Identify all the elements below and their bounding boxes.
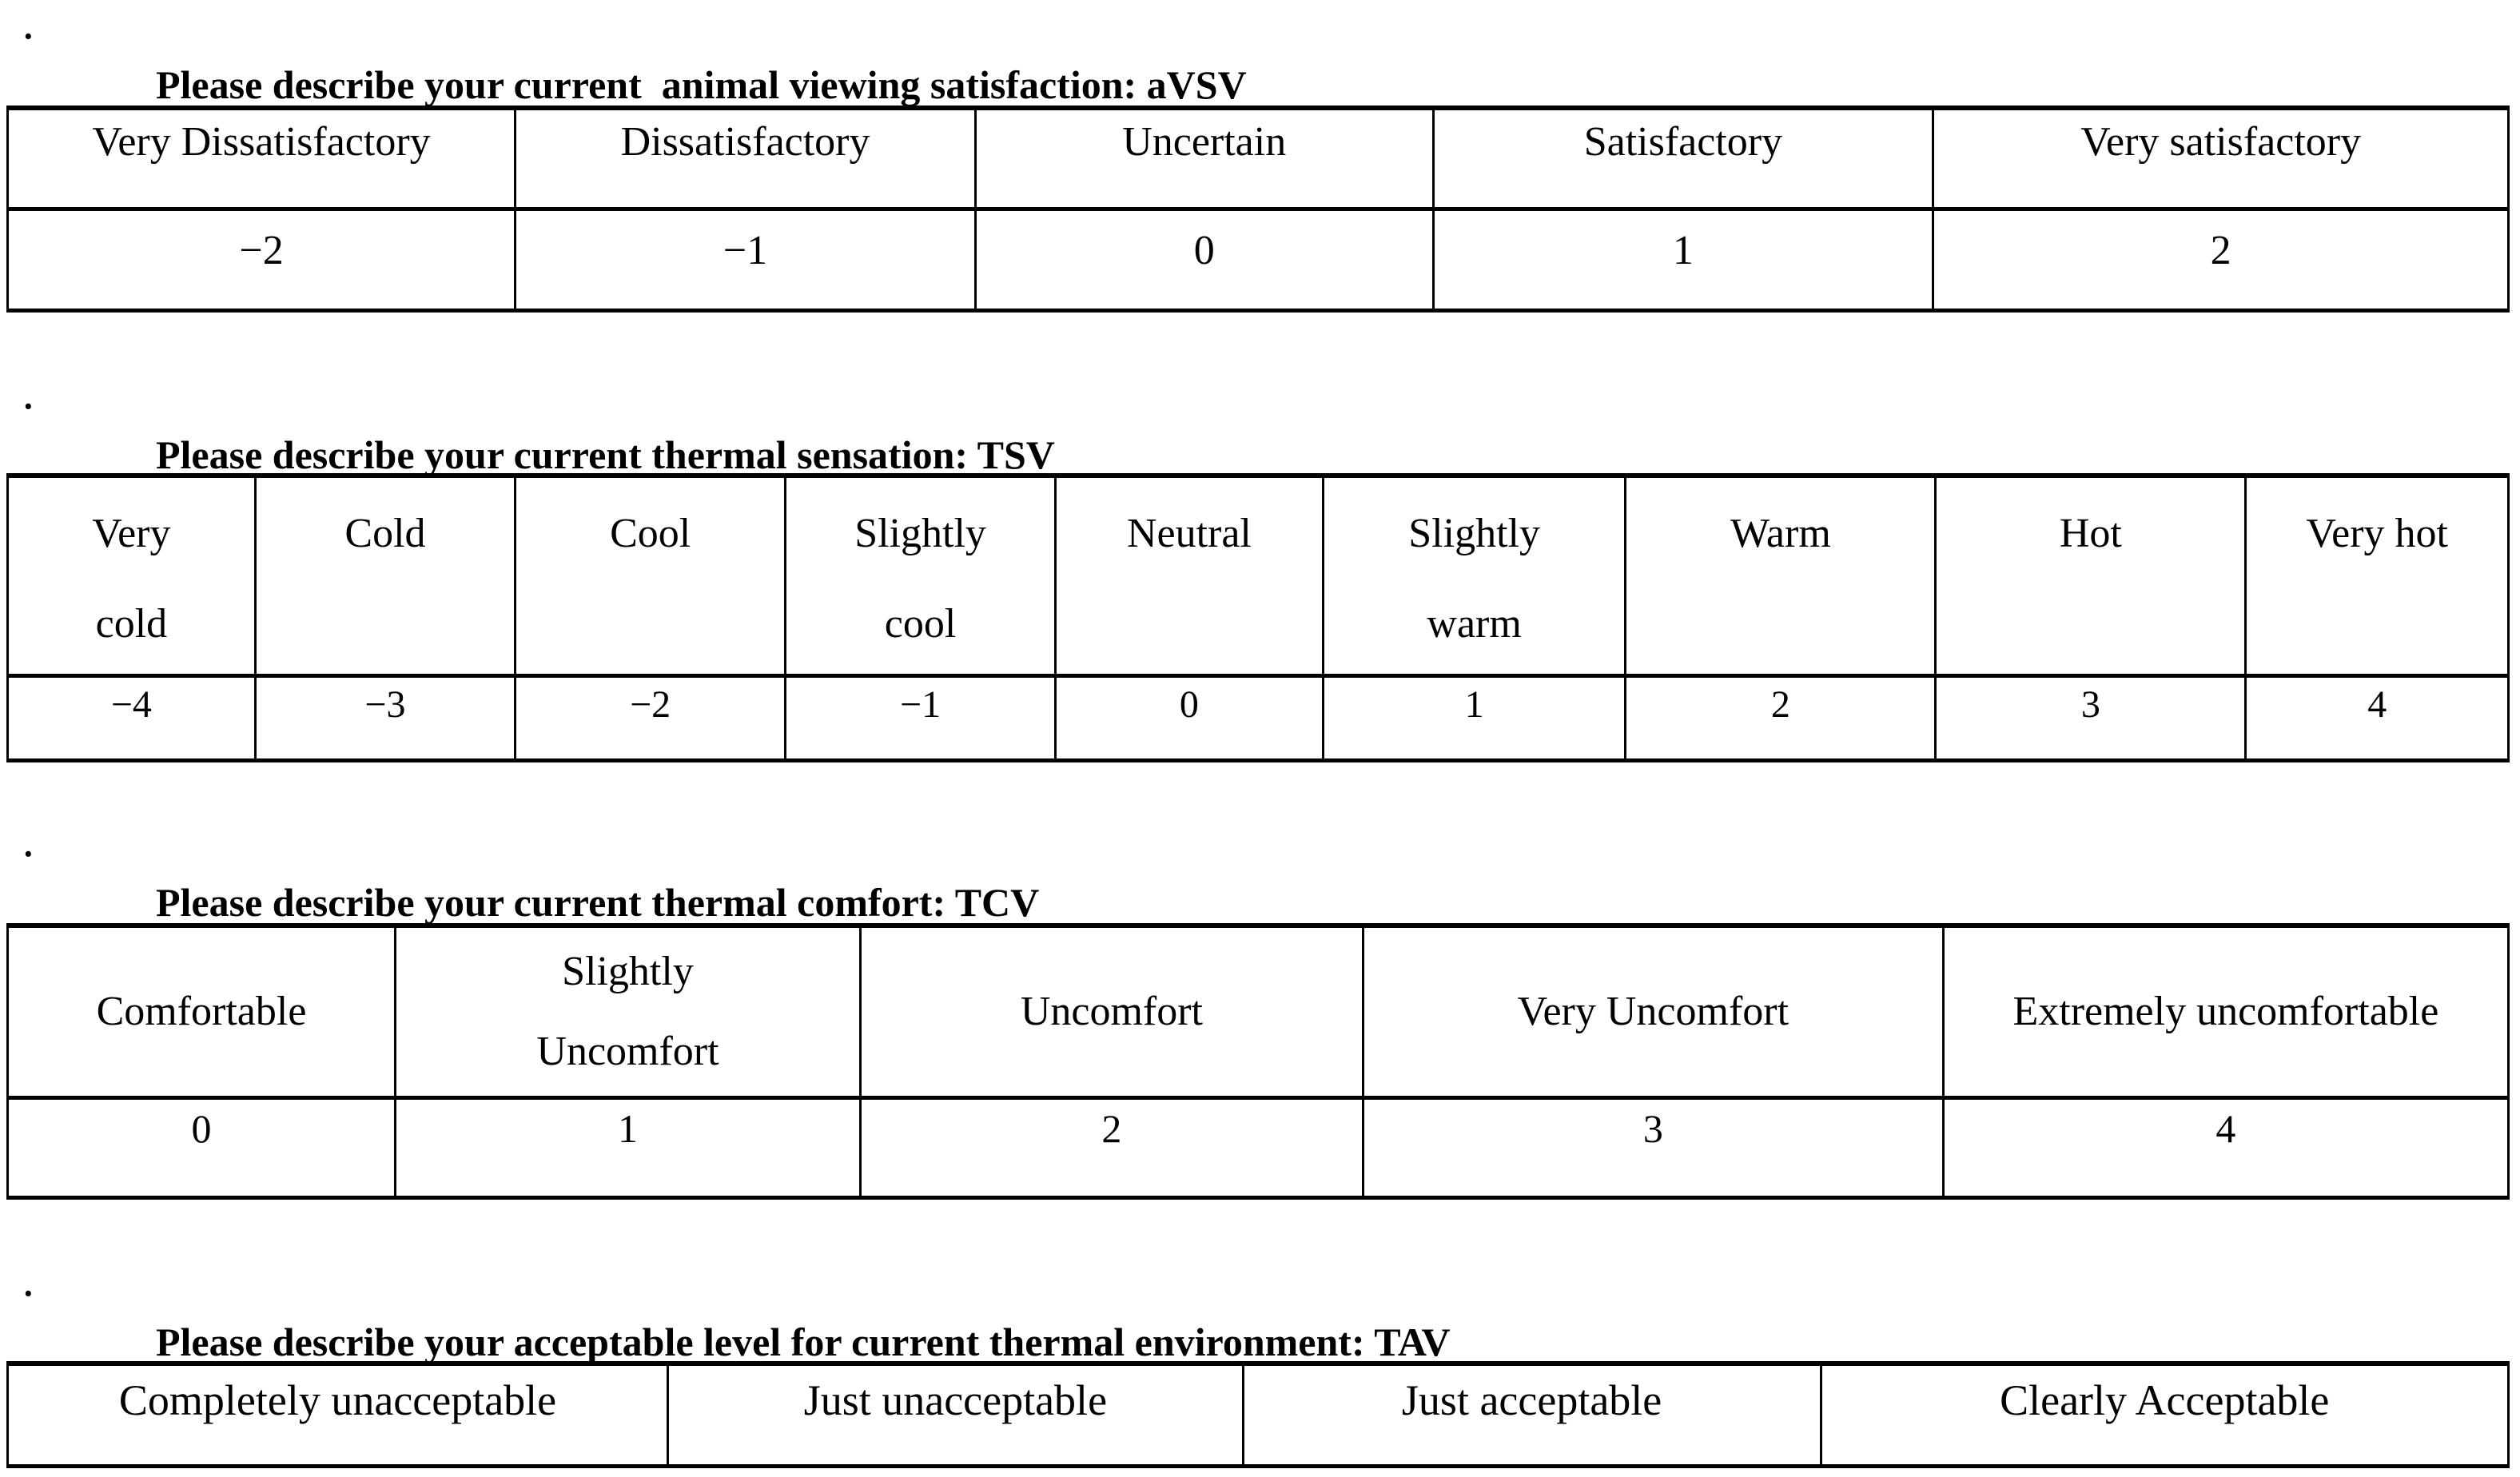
- scale-value-cell: 2: [1624, 674, 1937, 762]
- scale-label-cell: Slightly Uncomfort: [393, 924, 862, 1100]
- scale-label-cell: Extremely uncomfortable: [1941, 924, 2510, 1100]
- scale-label-line: Very Dissatisfactory: [92, 119, 431, 165]
- scale-label-cell: Slightly warm: [1321, 474, 1627, 678]
- question-avsv: · Please describe your current animal vie…: [0, 17, 1247, 153]
- scale-value-cell: 0: [6, 1096, 396, 1199]
- scale-label-cell: Neutral: [1054, 474, 1324, 678]
- scale-value-cell: 0: [1054, 674, 1324, 762]
- scale-value-cell: 2: [858, 1096, 1364, 1199]
- scale-value-cell: 1: [393, 1096, 862, 1199]
- scale-label-line: Just unacceptable: [803, 1376, 1108, 1424]
- scale-label-line: Dissatisfactory: [620, 119, 870, 165]
- scale-value-cell: 2: [1932, 207, 2510, 312]
- scale-label-cell: Hot: [1934, 474, 2247, 678]
- question-tcv: · Please describe your current thermal co…: [0, 834, 1039, 971]
- scale-value-cell: −1: [784, 674, 1057, 762]
- bullet-marker: ·: [22, 834, 34, 874]
- scale-value-cell: 1: [1431, 207, 1935, 312]
- scale-label-line: warm: [1427, 600, 1522, 647]
- scale-label-line: Uncomfort: [1020, 988, 1204, 1034]
- scale-label-line: Warm: [1730, 511, 1831, 556]
- tsv-scale-table: Very cold Cold Cool Slightly cool Neutral Sligh…: [6, 473, 2510, 762]
- bullet-marker: ·: [22, 1274, 34, 1313]
- scale-value-cell: −1: [514, 207, 977, 312]
- scale-label-line: cold: [95, 600, 168, 647]
- scale-label-line: Just acceptable: [1401, 1376, 1662, 1424]
- scale-label-cell: Uncomfort: [858, 924, 1364, 1100]
- scale-label-cell: Dissatisfactory: [514, 106, 977, 211]
- scale-label-cell: Just unacceptable: [667, 1362, 1244, 1468]
- question-title-text: Please describe your current animal view…: [156, 62, 1247, 107]
- scale-label-cell: Very cold: [6, 474, 257, 678]
- scale-value-cell: 0: [973, 207, 1435, 312]
- scale-label-line: Neutral: [1126, 511, 1252, 556]
- scale-label-line: Very satisfactory: [2080, 119, 2362, 165]
- question-tsv: · Please describe your current thermal se…: [0, 387, 1055, 524]
- scale-label-cell: Very Uncomfort: [1361, 924, 1945, 1100]
- question-title-text: Please describe your current thermal sen…: [156, 432, 1055, 477]
- scale-label-line: Cold: [344, 511, 426, 556]
- scale-label-line: Slightly: [562, 948, 694, 994]
- scale-label-line: Cool: [610, 511, 691, 556]
- scale-label-line: Satisfactory: [1583, 119, 1783, 165]
- bullet-marker: ·: [22, 387, 34, 426]
- scale-label-line: Uncertain: [1122, 119, 1287, 165]
- scale-value-cell: −2: [6, 207, 517, 312]
- tcv-scale-table: Comfortable Slightly Uncomfort Uncomfort Ver…: [6, 923, 2510, 1200]
- scale-label-line: Comfortable: [96, 988, 307, 1034]
- scale-value-cell: −2: [514, 674, 787, 762]
- scale-label-line: Very hot: [2306, 511, 2448, 556]
- avsv-scale-table: Very Dissatisfactory Dissatisfactory Uncer…: [6, 106, 2510, 313]
- scale-value-cell: 3: [1934, 674, 2247, 762]
- scale-value-cell: 3: [1361, 1096, 1945, 1199]
- question-tav: · Please describe your acceptable level f…: [0, 1274, 1451, 1411]
- scale-label-cell: Completely unacceptable: [6, 1362, 670, 1468]
- scale-label-cell: Cold: [253, 474, 517, 678]
- scale-value-cell: 4: [2244, 674, 2510, 762]
- scale-label-line: cool: [884, 600, 957, 647]
- scale-value-cell: −4: [6, 674, 257, 762]
- scale-label-cell: Slightly cool: [784, 474, 1057, 678]
- scale-label-cell: Satisfactory: [1431, 106, 1935, 211]
- bullet-marker: ·: [22, 17, 34, 56]
- scale-label-cell: Very Dissatisfactory: [6, 106, 517, 211]
- scale-label-line: Slightly: [854, 511, 986, 556]
- scale-value-cell: −3: [253, 674, 517, 762]
- scale-label-line: Very: [92, 511, 171, 556]
- scale-label-cell: Uncertain: [973, 106, 1435, 211]
- scale-label-cell: Cool: [514, 474, 787, 678]
- scale-label-cell: Comfortable: [6, 924, 396, 1100]
- scale-label-cell: Very satisfactory: [1932, 106, 2510, 211]
- scale-label-cell: Just acceptable: [1241, 1362, 1822, 1468]
- scale-label-line: Hot: [2059, 511, 2122, 556]
- scale-label-line: Slightly: [1408, 511, 1540, 556]
- scale-value-cell: 4: [1941, 1096, 2510, 1199]
- question-title-text: Please describe your current thermal com…: [156, 880, 1040, 925]
- question-title-text: Please describe your acceptable level fo…: [156, 1320, 1451, 1364]
- scale-label-line: Uncomfort: [536, 1028, 719, 1074]
- scale-label-line: Extremely uncomfortable: [2012, 988, 2439, 1034]
- scale-label-cell: Clearly Acceptable: [1819, 1362, 2510, 1468]
- scale-label-line: Very Uncomfort: [1517, 988, 1789, 1034]
- scale-label-cell: Warm: [1624, 474, 1937, 678]
- scale-label-line: Completely unacceptable: [118, 1376, 557, 1424]
- tav-scale-table: Completely unacceptable Just unacceptable…: [6, 1361, 2510, 1468]
- scale-label-cell: Very hot: [2244, 474, 2510, 678]
- scale-value-cell: 1: [1321, 674, 1627, 762]
- scale-label-line: Clearly Acceptable: [2000, 1376, 2330, 1424]
